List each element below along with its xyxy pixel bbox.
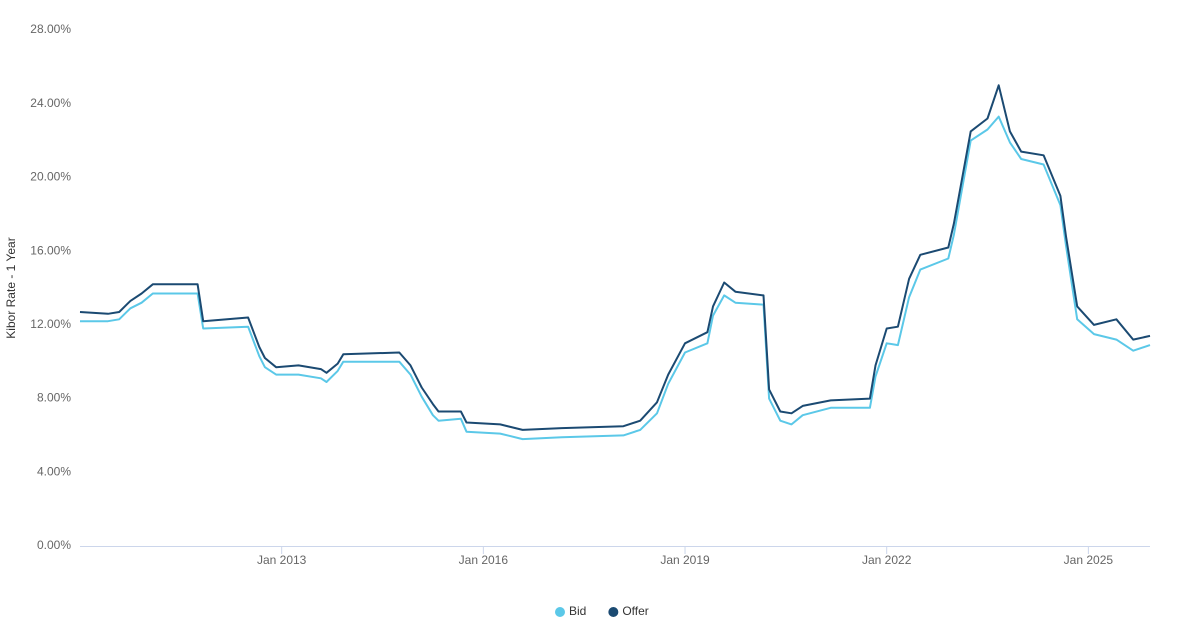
x-tick-label: Jan 2016 [459,553,509,567]
y-tick-label: 24.00% [30,96,71,110]
x-tick-label: Jan 2025 [1064,553,1114,567]
legend-item[interactable]: Offer [608,604,649,618]
legend-item[interactable]: Bid [555,604,586,618]
x-tick-label: Jan 2019 [660,553,710,567]
y-tick-label: 4.00% [37,464,71,478]
y-tick-label: 12.00% [30,317,71,331]
y-tick-label: 28.00% [30,22,71,36]
legend-marker [608,607,619,617]
legend-label: Bid [569,604,586,618]
y-axis-label: Kibor Rate - 1 Year [4,237,18,338]
y-tick-label: 8.00% [37,391,71,405]
legend-marker [555,607,565,617]
series-line [79,84,1151,431]
legend-label: Offer [622,604,648,618]
y-tick-label: 16.00% [30,243,71,257]
x-tick-label: Jan 2013 [257,553,307,567]
y-tick-label: 0.00% [37,538,71,552]
series-line [80,115,1151,441]
x-tick-label: Jan 2022 [862,553,912,567]
y-tick-label: 20.00% [30,170,71,184]
